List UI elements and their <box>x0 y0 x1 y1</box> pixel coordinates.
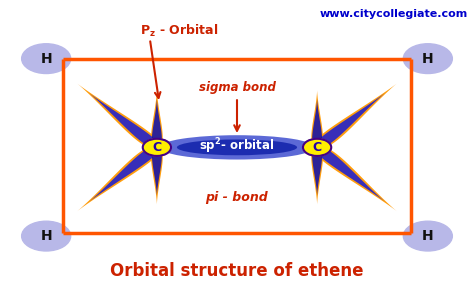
Text: H: H <box>40 52 52 66</box>
Circle shape <box>143 139 171 156</box>
Polygon shape <box>311 90 323 147</box>
Text: www.citycollegiate.com: www.citycollegiate.com <box>319 9 468 18</box>
Circle shape <box>303 139 331 156</box>
Text: H: H <box>422 52 434 66</box>
Polygon shape <box>77 147 159 211</box>
Circle shape <box>22 44 71 73</box>
Polygon shape <box>89 147 159 202</box>
Polygon shape <box>312 99 322 147</box>
Polygon shape <box>315 147 397 211</box>
Polygon shape <box>151 90 163 147</box>
Polygon shape <box>315 147 385 202</box>
Polygon shape <box>311 147 323 205</box>
Polygon shape <box>77 84 159 148</box>
Text: C: C <box>312 141 322 154</box>
Text: C: C <box>152 141 162 154</box>
Text: H: H <box>40 229 52 243</box>
Circle shape <box>403 44 452 73</box>
Text: H: H <box>422 229 434 243</box>
Circle shape <box>22 221 71 251</box>
Text: Orbital structure of ethene: Orbital structure of ethene <box>110 262 364 280</box>
Ellipse shape <box>177 140 297 155</box>
Circle shape <box>403 221 452 251</box>
Polygon shape <box>151 147 163 205</box>
Polygon shape <box>315 92 385 148</box>
Polygon shape <box>312 147 322 196</box>
Polygon shape <box>152 147 162 196</box>
Text: $\mathbf{P_z}$ - Orbital: $\mathbf{P_z}$ - Orbital <box>140 23 219 40</box>
Polygon shape <box>152 99 162 147</box>
Polygon shape <box>89 92 159 148</box>
Polygon shape <box>315 84 397 148</box>
Text: $\mathbf{sp^2}$- orbital: $\mathbf{sp^2}$- orbital <box>199 136 275 156</box>
Ellipse shape <box>159 135 315 160</box>
Text: sigma bond: sigma bond <box>199 81 275 94</box>
Text: pi - bond: pi - bond <box>206 191 268 204</box>
